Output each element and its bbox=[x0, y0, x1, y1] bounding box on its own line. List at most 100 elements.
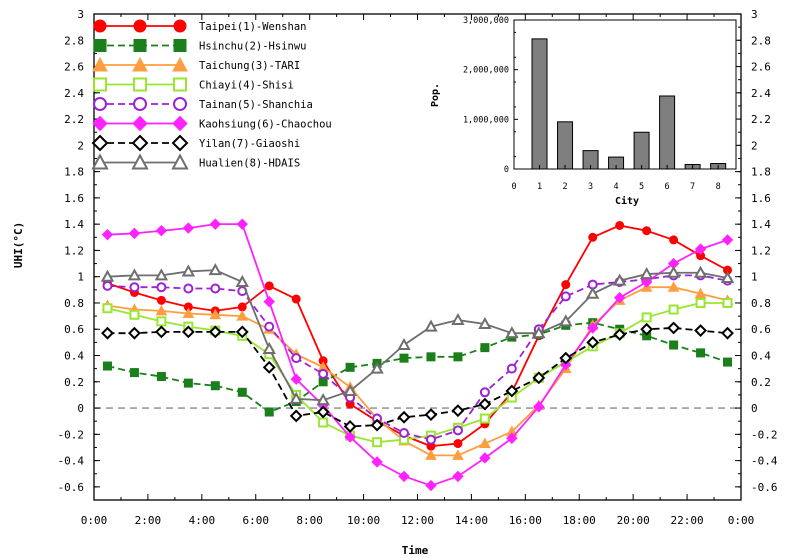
data-point bbox=[102, 280, 113, 291]
data-point bbox=[451, 404, 465, 418]
data-point bbox=[318, 417, 329, 428]
y-tick-label-left: 0 bbox=[77, 402, 84, 415]
data-point bbox=[505, 384, 519, 398]
y-tick-label-left: -0.4 bbox=[58, 455, 85, 468]
data-point bbox=[128, 326, 141, 340]
data-point bbox=[641, 312, 652, 323]
y-tick-label-right: 0.4 bbox=[751, 350, 771, 363]
data-point bbox=[694, 324, 707, 337]
y-tick-label-left: 2.8 bbox=[64, 34, 84, 47]
data-point bbox=[343, 420, 357, 433]
data-point bbox=[173, 97, 187, 111]
legend-entry-4: Chiayi(4)-Shisi bbox=[93, 77, 294, 92]
data-point bbox=[399, 353, 409, 363]
data-point bbox=[291, 353, 302, 364]
data-point bbox=[639, 267, 654, 280]
data-point bbox=[318, 377, 328, 387]
data-point bbox=[615, 220, 625, 230]
y-tick-label-right: 0.6 bbox=[751, 323, 771, 336]
data-point bbox=[131, 134, 149, 152]
data-point bbox=[452, 425, 463, 436]
data-point bbox=[505, 326, 519, 339]
y-tick-label-left: 1.2 bbox=[64, 244, 84, 257]
data-point bbox=[183, 283, 194, 294]
data-point bbox=[587, 322, 599, 334]
y-tick-label-right: 1.2 bbox=[751, 244, 771, 257]
data-point bbox=[91, 153, 109, 170]
data-point bbox=[237, 387, 247, 397]
data-point bbox=[424, 408, 438, 422]
data-point bbox=[666, 265, 681, 278]
data-point bbox=[183, 378, 193, 388]
inset-bar-1 bbox=[531, 38, 548, 170]
x-tick-label: 0:00 bbox=[81, 514, 108, 527]
data-point bbox=[451, 312, 465, 326]
data-point bbox=[262, 341, 276, 354]
data-point bbox=[173, 77, 187, 92]
data-point bbox=[695, 297, 706, 308]
series-line bbox=[107, 327, 728, 428]
series-8 bbox=[100, 263, 735, 406]
y-tick-label-right: 1.4 bbox=[751, 218, 771, 231]
data-point bbox=[667, 281, 680, 292]
legend-entry-2: Hsinchu(2)-Hsinwu bbox=[93, 39, 306, 53]
data-point bbox=[129, 309, 140, 320]
data-point bbox=[370, 361, 384, 374]
data-point bbox=[237, 302, 247, 312]
data-point bbox=[264, 321, 275, 332]
data-point bbox=[289, 391, 303, 404]
data-point bbox=[209, 218, 222, 230]
inset-y-tick-label: 3,000,000 bbox=[463, 16, 509, 26]
inset-frame bbox=[513, 19, 737, 170]
data-point bbox=[506, 363, 517, 374]
y-tick-label-left: 1.6 bbox=[64, 192, 84, 205]
y-tick-label-left: 2.4 bbox=[64, 87, 84, 100]
data-point bbox=[452, 449, 464, 460]
data-point bbox=[171, 134, 189, 152]
series-line bbox=[107, 302, 728, 444]
inset-y-axis-title: Pop. bbox=[430, 83, 441, 107]
data-point bbox=[133, 77, 147, 92]
data-point bbox=[127, 268, 142, 281]
legend-label: Tainan(5)-Shanchia bbox=[199, 99, 313, 111]
data-point bbox=[236, 310, 249, 321]
data-point bbox=[289, 409, 303, 423]
y-tick-label-left: 0.6 bbox=[64, 323, 84, 336]
y-tick-label-left: 0.4 bbox=[64, 350, 84, 363]
data-point bbox=[182, 222, 195, 234]
y-tick-label-right: 1.6 bbox=[751, 192, 771, 205]
inset-x-axis-title: City bbox=[615, 195, 639, 207]
data-point bbox=[129, 282, 140, 293]
x-tick-label: 12:00 bbox=[401, 514, 434, 527]
y-tick-label-left: 0.2 bbox=[64, 376, 84, 389]
x-axis-title: Time bbox=[402, 544, 429, 557]
series-line bbox=[107, 224, 728, 448]
inset-ticks: 0 1,000,000 2,000,000 3,000,000 0 1 2 3 4 5 6 7 8 bbox=[463, 16, 721, 192]
y-tick-label-right: 2.4 bbox=[751, 87, 771, 100]
data-point bbox=[613, 328, 627, 341]
legend-entry-8: Hualien(8)-HDAIS bbox=[91, 153, 300, 170]
data-point bbox=[586, 335, 600, 349]
data-point bbox=[155, 304, 168, 316]
data-point bbox=[425, 449, 437, 460]
data-point bbox=[722, 297, 733, 308]
inset-y-tick-label: 1,000,000 bbox=[463, 115, 509, 125]
y-tick-label-left: 3 bbox=[77, 8, 84, 21]
data-point bbox=[588, 232, 598, 242]
series-line bbox=[107, 286, 728, 457]
data-point bbox=[424, 319, 438, 332]
data-point bbox=[669, 235, 679, 245]
x-tick-label: 6:00 bbox=[243, 514, 270, 527]
data-point bbox=[318, 368, 329, 379]
inset-x-tick-label: 5 bbox=[639, 182, 644, 192]
data-point bbox=[236, 218, 248, 230]
data-point bbox=[156, 372, 166, 382]
data-point bbox=[101, 326, 114, 340]
y-tick-label-right: -0.6 bbox=[751, 481, 778, 494]
data-point bbox=[370, 418, 384, 432]
y-tick-label-right: 2.2 bbox=[751, 113, 771, 126]
data-point bbox=[669, 340, 679, 350]
data-point bbox=[560, 359, 572, 371]
y-tick-label-left: 1.8 bbox=[64, 166, 84, 179]
data-point bbox=[344, 431, 356, 443]
